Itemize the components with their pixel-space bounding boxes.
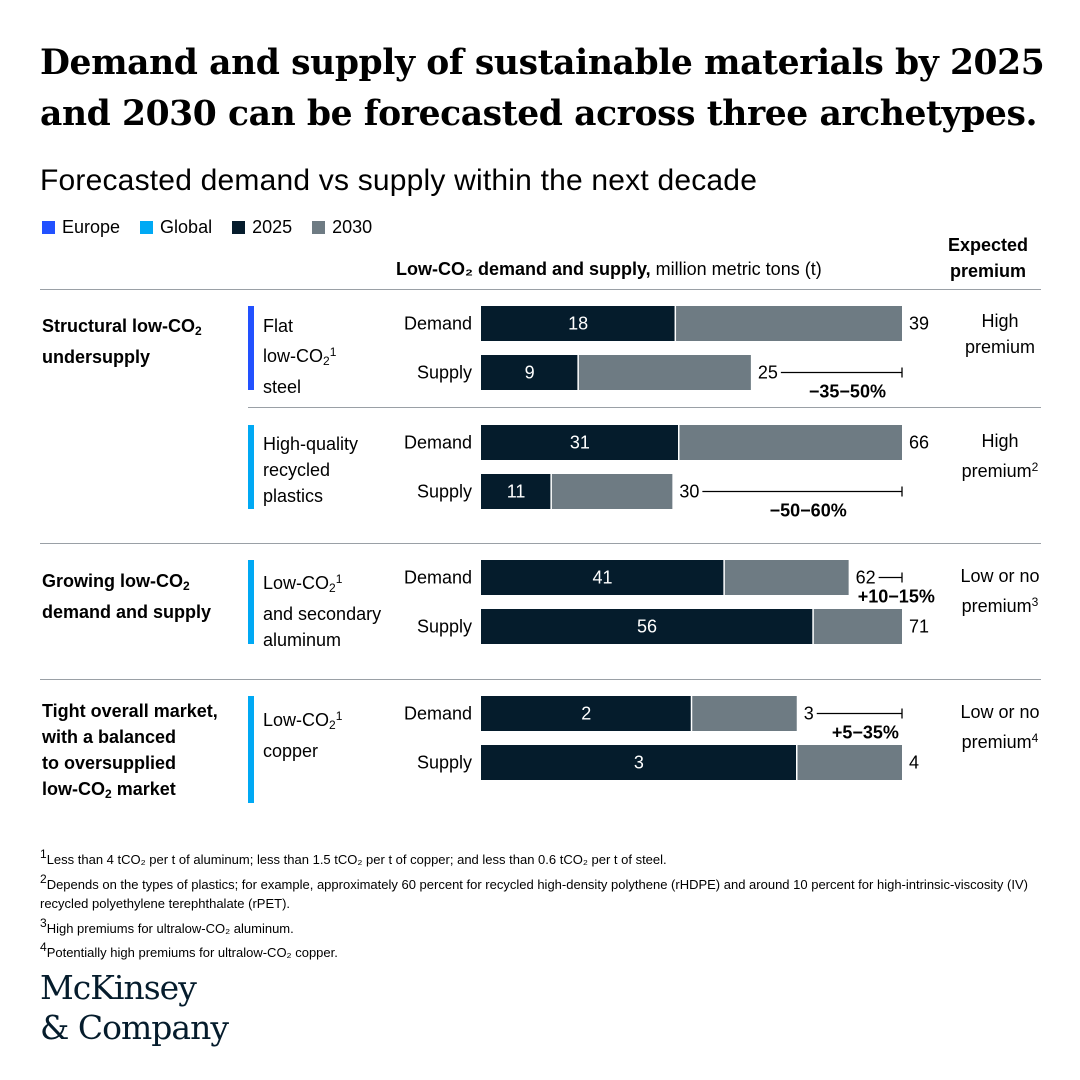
- value-2030-g4-demand: 3: [804, 704, 814, 724]
- premium-header: Expected premium: [920, 232, 1056, 284]
- legend: Europe Global 2025 2030: [42, 217, 392, 238]
- gap-label-g1: −35−50%: [809, 382, 886, 402]
- archetype-label-2: Growing low-CO2 demand and supply: [42, 571, 212, 622]
- bar-2025-g4-demand: [481, 696, 692, 731]
- logo-line2: & Company: [40, 1008, 229, 1047]
- legend-item-2030: 2030: [312, 217, 372, 238]
- value-2025-g2-demand: 31: [570, 433, 590, 453]
- region-bar-steel: [248, 306, 254, 390]
- material-label-aluminum: Low-CO21 and secondary aluminum: [263, 572, 382, 650]
- legend-swatch-global: [140, 221, 154, 234]
- bar-2025-g4-supply: [481, 745, 797, 780]
- logo-line1: McKinsey: [40, 968, 197, 1007]
- value-2025-g1-demand: 18: [568, 314, 588, 334]
- gap-label-g2: −50−60%: [770, 501, 847, 521]
- column-header: Low-CO₂ demand and supply, million metri…: [396, 259, 822, 280]
- gap-label-g4: +5−35%: [832, 723, 899, 743]
- mckinsey-logo: McKinsey & Company: [40, 968, 229, 1048]
- premium-aluminum: Low or no premium3: [960, 566, 1040, 616]
- legend-label-2030: 2030: [332, 217, 373, 237]
- value-2025-g4-demand: 2: [581, 704, 591, 724]
- premium-plastics: High premium2: [961, 431, 1039, 481]
- material-label-plastics: High-quality recycled plastics: [263, 434, 359, 506]
- bar-2025-g2-demand: [481, 425, 679, 460]
- material-label-steel: Flat low-CO21 steel: [263, 316, 337, 397]
- bar-2025-g3-supply: [481, 609, 814, 644]
- value-2030-g4-supply: 4: [909, 753, 919, 773]
- value-2030-g2-supply: 30: [679, 482, 699, 502]
- header-rule: [40, 289, 1041, 290]
- row-label-g2-demand: Demand: [404, 433, 472, 453]
- chart-title: Demand and supply of sustainable materia…: [40, 43, 1045, 135]
- footnote-1: 1Less than 4 tCO₂ per t of aluminum; les…: [40, 847, 667, 867]
- premium-steel: High premium: [964, 311, 1035, 357]
- value-2025-g2-supply: 11: [507, 482, 526, 502]
- column-header-rest: million metric tons (t): [650, 259, 822, 279]
- legend-label-europe: Europe: [62, 217, 121, 237]
- region-bar-plastics: [248, 425, 254, 509]
- row-label-g3-supply: Supply: [417, 617, 472, 637]
- legend-swatch-2025: [232, 221, 246, 234]
- premium-copper: Low or no premium4: [960, 702, 1040, 752]
- footnote-3: 3High premiums for ultralow-CO₂ aluminum…: [40, 915, 294, 936]
- chart-subtitle: Forecasted demand vs supply within the n…: [40, 164, 758, 197]
- value-2030-g3-demand: 62: [856, 568, 876, 588]
- archetype-label-1: Structural low-CO2 undersupply: [42, 316, 202, 367]
- legend-swatch-2030: [312, 221, 326, 234]
- legend-label-2025: 2025: [252, 217, 293, 237]
- value-2030-g3-supply: 71: [909, 617, 929, 637]
- premium-header-line2: premium: [949, 261, 1027, 281]
- legend-item-2025: 2025: [232, 217, 292, 238]
- bar-2025-g1-demand: [481, 306, 676, 341]
- bar-2025-g2-supply: [481, 474, 552, 509]
- material-label-copper: Low-CO21 copper: [263, 709, 343, 761]
- legend-swatch-europe: [42, 221, 55, 234]
- footnote-4: 4Potentially high premiums for ultralow-…: [40, 940, 338, 960]
- row-label-g4-demand: Demand: [404, 704, 472, 724]
- bar-2025-g3-demand: [481, 560, 725, 595]
- archetype-label-3: Tight overall market, with a balanced to o…: [42, 701, 218, 801]
- value-2025-g4-supply: 3: [634, 753, 644, 773]
- bar-2025-g1-supply: [481, 355, 579, 390]
- row-label-g4-supply: Supply: [417, 753, 472, 773]
- value-2025-g3-demand: 41: [593, 568, 613, 588]
- archetype-divider-1: [40, 543, 1041, 544]
- row-label-g2-supply: Supply: [417, 482, 472, 502]
- archetype-divider-2: [40, 679, 1041, 680]
- legend-item-global: Global: [140, 217, 212, 238]
- footnotes: 1Less than 4 tCO₂ per t of aluminum; les…: [40, 845, 1040, 963]
- group-divider-steel-plastics: [248, 407, 1041, 408]
- gap-label-g3: +10−15%: [858, 587, 935, 607]
- column-header-bold: Low-CO₂ demand and supply,: [396, 259, 651, 279]
- footnote-2: 2Depends on the types of plastics; for e…: [40, 871, 1028, 912]
- row-label-g3-demand: Demand: [404, 568, 472, 588]
- region-bar-aluminum: [248, 560, 254, 644]
- value-2030-g1-demand: 39: [909, 314, 929, 334]
- region-bar-copper: [248, 696, 254, 803]
- value-2030-g2-demand: 66: [909, 433, 929, 453]
- value-2025-g1-supply: 9: [525, 363, 535, 383]
- legend-label-global: Global: [160, 217, 213, 237]
- row-label-g1-supply: Supply: [417, 363, 472, 383]
- value-2025-g3-supply: 56: [637, 617, 657, 637]
- value-2030-g1-supply: 25: [758, 363, 778, 383]
- row-label-g1-demand: Demand: [404, 314, 472, 334]
- legend-item-europe: Europe: [42, 217, 120, 238]
- premium-header-line1: Expected: [947, 235, 1029, 255]
